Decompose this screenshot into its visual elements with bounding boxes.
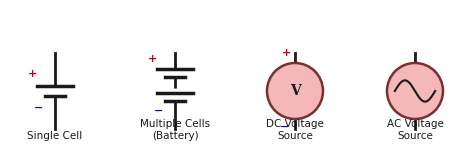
Text: V: V	[290, 84, 301, 98]
Text: +: +	[28, 69, 37, 79]
Text: Single Cell: Single Cell	[27, 131, 82, 141]
Text: +: +	[148, 54, 158, 64]
Circle shape	[387, 63, 443, 119]
Text: +: +	[283, 48, 292, 58]
Text: −: −	[155, 106, 164, 116]
Text: −: −	[280, 122, 290, 132]
Text: AC Voltage
Source: AC Voltage Source	[387, 119, 444, 141]
Text: DC Voltage
Source: DC Voltage Source	[266, 119, 324, 141]
Text: Multiple Cells
(Battery): Multiple Cells (Battery)	[140, 119, 210, 141]
Circle shape	[267, 63, 323, 119]
Text: −: −	[34, 103, 44, 113]
